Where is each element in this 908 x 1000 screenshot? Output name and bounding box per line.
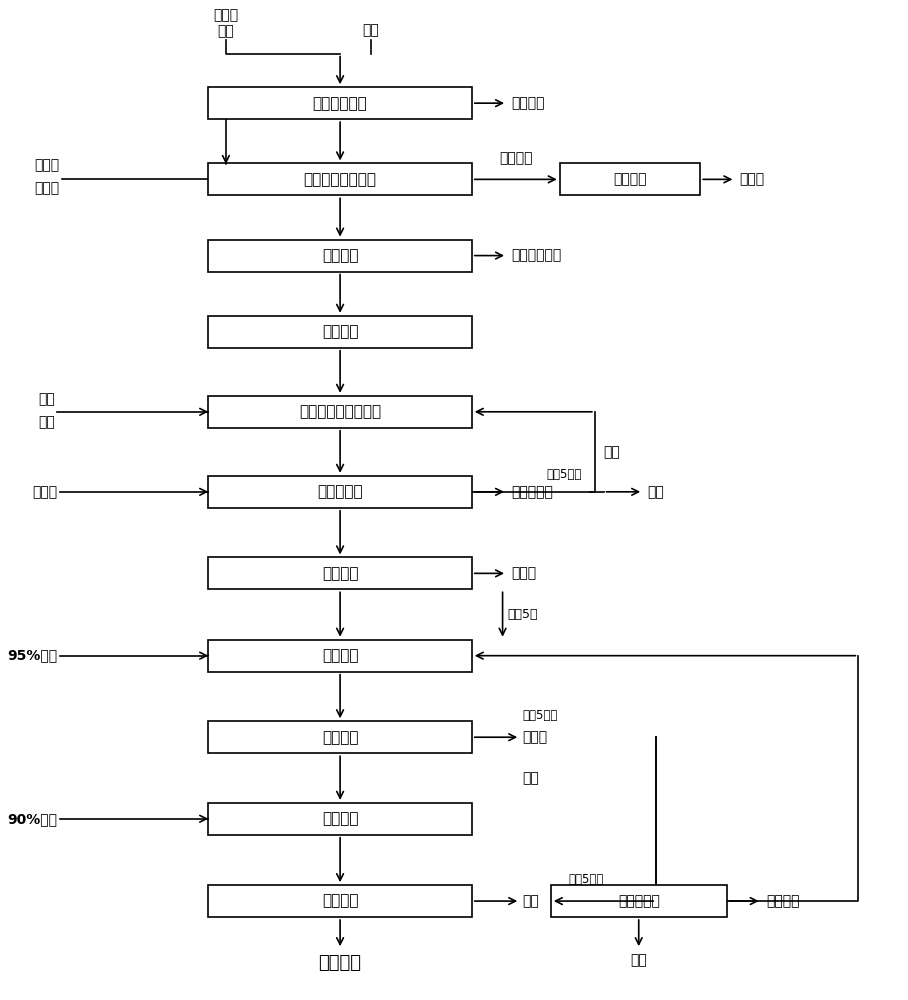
- Text: 硫酸钠
溶液: 硫酸钠 溶液: [213, 8, 239, 38]
- Text: 固废: 固废: [630, 954, 647, 968]
- Bar: [208, 163, 472, 195]
- Text: 甲苯: 甲苯: [362, 23, 380, 37]
- Text: 固体氢: 固体氢: [34, 158, 59, 172]
- Text: 滤　液: 滤 液: [522, 730, 547, 744]
- Text: 打　　浆: 打 浆: [321, 811, 359, 826]
- Text: 亚硫酸: 亚硫酸: [740, 172, 765, 186]
- Text: 95%乙醇: 95%乙醇: [7, 649, 57, 663]
- Text: 甲醛: 甲醛: [38, 415, 54, 429]
- Text: 离心过滤: 离心过滤: [321, 894, 359, 909]
- Bar: [208, 396, 472, 428]
- Text: 活性炭滤饼: 活性炭滤饼: [511, 485, 553, 499]
- Text: 滤液: 滤液: [522, 894, 538, 908]
- Text: 副产: 副产: [38, 392, 54, 406]
- Text: 套用: 套用: [522, 771, 538, 785]
- Bar: [208, 316, 472, 348]
- Text: 蒸馏水: 蒸馏水: [511, 566, 537, 580]
- Text: 套用: 套用: [604, 445, 620, 459]
- Text: 尾气吸收: 尾气吸收: [613, 172, 646, 186]
- Text: 结　　晶: 结 晶: [321, 648, 359, 663]
- Text: 滤液浓缩: 滤液浓缩: [321, 324, 359, 339]
- Text: 套用5次: 套用5次: [507, 608, 538, 621]
- Text: 合格产品: 合格产品: [319, 954, 361, 972]
- Text: 反应制亚硫酸氢钠: 反应制亚硫酸氢钠: [303, 172, 377, 187]
- Text: 固废: 固废: [647, 485, 665, 499]
- Text: 浓　　缩: 浓 缩: [321, 566, 359, 581]
- Text: 萃后甲苯: 萃后甲苯: [511, 96, 545, 110]
- Bar: [559, 163, 700, 195]
- Bar: [208, 87, 472, 119]
- Text: 脱色、过滤: 脱色、过滤: [317, 484, 363, 499]
- Bar: [208, 640, 472, 672]
- Text: 反应制羟甲基磺酸钠: 反应制羟甲基磺酸钠: [299, 404, 381, 419]
- Text: 压　　滤: 压 滤: [321, 248, 359, 263]
- Bar: [208, 803, 472, 835]
- Bar: [208, 240, 472, 272]
- Text: 萃取有机杂质: 萃取有机杂质: [312, 96, 368, 111]
- Text: 90%乙醇: 90%乙醇: [7, 812, 57, 826]
- Text: 离心过滤: 离心过滤: [321, 730, 359, 745]
- Text: 蒸馏除杂质: 蒸馏除杂质: [617, 894, 659, 908]
- Bar: [208, 557, 472, 589]
- Text: 套用5次后: 套用5次后: [568, 873, 604, 886]
- Bar: [208, 476, 472, 508]
- Text: 套用5次后: 套用5次后: [522, 709, 558, 722]
- Text: 干燥得石膏粉: 干燥得石膏粉: [511, 249, 562, 263]
- Bar: [208, 721, 472, 753]
- Text: 含水乙醇: 含水乙醇: [766, 894, 800, 908]
- Bar: [208, 885, 472, 917]
- Text: 活性炭: 活性炭: [32, 485, 57, 499]
- Text: 氧化钙: 氧化钙: [34, 181, 59, 195]
- Text: 套用5次后: 套用5次后: [547, 468, 582, 481]
- Bar: [551, 885, 726, 917]
- Text: 二氧化硫: 二氧化硫: [499, 152, 532, 166]
